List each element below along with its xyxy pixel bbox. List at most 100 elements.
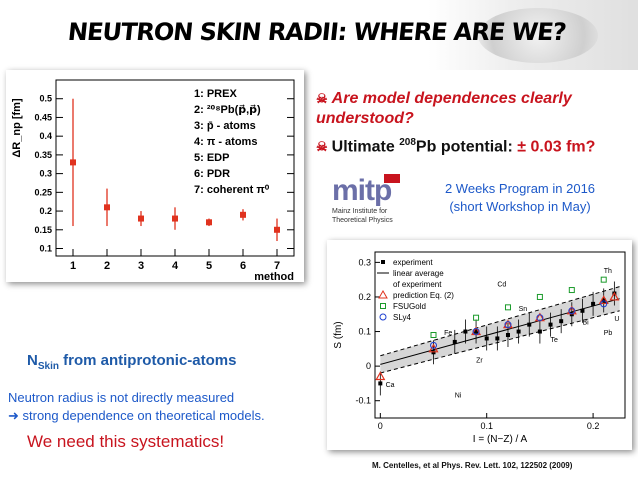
y-tick-label: 0.5	[39, 94, 52, 104]
y-tick-label: 0.1	[358, 327, 371, 337]
delta-rnp-chart-svg: 0.1 0.15 0.2 0.25 0.3 0.35 0.4 0.45 0.5 1 2 3 4 5 6 7me…	[11, 79, 295, 283]
program-line-2: (short Workshop in May)	[449, 199, 591, 214]
sly4-point	[430, 341, 438, 349]
legend-entry: SLy4	[393, 313, 411, 322]
skin-vs-asymmetry-chart: -0.1 0 0.1 0.2 0.3 0 0.1 0.2 I = (N−Z) / A S (fm)…	[327, 240, 632, 450]
nucleus-label: Sn	[519, 306, 528, 313]
legend-symbol-experiment	[381, 260, 385, 264]
mitp-logo: mitp Mainz Institute for Theoretical Phy…	[330, 168, 420, 228]
x-tick-label: 7	[274, 260, 280, 272]
nucleus-label: U	[614, 316, 619, 323]
skull-icon: ☠	[316, 139, 328, 155]
legend-entry: of experiment	[393, 280, 442, 289]
experiment-point	[505, 333, 510, 337]
legend-symbol-sly4	[379, 313, 387, 321]
legend-entry: 2: ²⁰⁸Pb(p⃗,p⃗)	[194, 104, 261, 116]
experiment-point	[495, 336, 500, 341]
prediction-point	[598, 295, 609, 305]
svg-text:Theoretical Physics: Theoretical Physics	[332, 217, 393, 224]
delta-rnp-chart: 0.1 0.15 0.2 0.25 0.3 0.35 0.4 0.45 0.5 1 2 3 4 5 6 7 me…	[6, 70, 304, 283]
x-tick-label: 4	[172, 260, 179, 272]
sly4-point	[536, 314, 544, 322]
legend-entry: prediction Eq. (2)	[393, 291, 454, 300]
nucleus-label: Bi	[582, 320, 589, 327]
mitp-logo-graphic: mitp Mainz Institute for Theoretical Phy…	[332, 174, 400, 224]
skin-vs-asymmetry-chart-svg: -0.1 0 0.1 0.2 0.3 0 0.1 0.2 I = (N−Z) / A S (fm)…	[333, 251, 626, 445]
sly4-point	[600, 300, 608, 308]
band-lower	[380, 310, 620, 374]
legend-entry: FSUGold	[393, 302, 426, 311]
legend-entry: 1: PREX	[194, 88, 237, 100]
ultimate-sup: 208	[399, 137, 416, 148]
legend-entry: 5: EDP	[194, 152, 229, 164]
x-tick-label: 0	[378, 421, 383, 431]
x-tick-label: 3	[138, 260, 144, 272]
x-axis-label: method	[254, 271, 294, 282]
sly4-point	[472, 328, 480, 336]
nucleus-label: Th	[604, 268, 612, 275]
legend-entry: linear average	[393, 269, 444, 278]
ultimate-value: ± 0.03 fm?	[517, 138, 596, 156]
nskin-sub: Skin	[37, 361, 59, 372]
sly4-point	[568, 307, 576, 315]
data-point	[206, 219, 212, 226]
y-tick-label: 0.45	[34, 112, 52, 122]
legend-entry: 7: coherent π⁰	[194, 184, 270, 196]
systematics-statement: We need this systematics!	[27, 432, 225, 451]
fsugold-point	[473, 314, 480, 321]
y-axis-label: ΔR_np [fm]	[11, 98, 23, 158]
y-tick-label: 0.1	[39, 244, 52, 254]
fsugold-point	[568, 287, 575, 294]
prediction-point	[609, 291, 620, 301]
data-point	[104, 204, 110, 211]
experiment-point	[527, 322, 532, 327]
legend-entry: experiment	[393, 258, 433, 267]
y-tick-label: 0.2	[39, 206, 52, 216]
legend-symbol-prediction	[378, 289, 388, 299]
x-tick-label: 5	[206, 260, 212, 272]
data-point	[240, 211, 246, 218]
y-tick-label: 0.3	[358, 257, 371, 267]
slide-title: NEUTRON SKIN RADII: WHERE ARE WE?	[66, 18, 567, 46]
plot-frame	[374, 251, 626, 419]
nskin-rest: from antiprotonic-atoms	[58, 352, 237, 369]
data-point	[274, 226, 280, 233]
fsugold-point	[504, 304, 511, 311]
svg-text:mitp: mitp	[332, 174, 392, 207]
x-tick-label: 1	[70, 260, 76, 272]
nucleus-label: Cd	[497, 282, 506, 289]
legend-symbol-fsugold	[380, 303, 386, 309]
x-axis-label: I = (N−Z) / A	[473, 434, 528, 445]
legend-entry: 6: PDR	[194, 168, 230, 180]
ultimate-prefix: Ultimate	[331, 138, 400, 156]
experiment-point	[580, 308, 585, 313]
background-flower-image	[478, 8, 598, 63]
data-point	[172, 215, 178, 222]
fsugold-point	[430, 332, 437, 338]
y-tick-label: 0	[366, 361, 371, 371]
y-tick-label: 0.15	[34, 225, 52, 235]
experiment-point	[463, 329, 468, 334]
experiment-point	[484, 336, 489, 341]
neutron-line-2: ➜ strong dependence on theoretical model…	[8, 408, 265, 423]
experiment-point	[559, 319, 564, 324]
y-tick-label: 0.3	[39, 169, 52, 179]
y-axis-label: S (fm)	[333, 321, 344, 348]
experiment-point	[591, 301, 596, 306]
x-tick-label: 0.1	[480, 421, 493, 431]
prediction-point	[428, 343, 439, 353]
y-tick-label: 0.4	[39, 131, 52, 141]
data-point	[138, 215, 144, 222]
nucleus-label: Fe	[444, 330, 452, 337]
y-tick-label: 0.35	[34, 150, 52, 160]
average-band	[380, 286, 620, 374]
y-tick-label: 0.25	[34, 187, 52, 197]
svg-text:Mainz Institute for: Mainz Institute for	[332, 208, 388, 215]
nucleus-label: Ca	[386, 382, 395, 389]
skull-icon: ☠	[316, 91, 328, 106]
nskin-n: N	[27, 352, 38, 369]
program-line-1: 2 Weeks Program in 2016	[444, 181, 596, 196]
experiment-point	[452, 339, 457, 344]
model-question: ☠ Are model dependences clearly understoo…	[316, 89, 638, 129]
reference-citation: M. Centelles, et al Phys. Rev. Lett. 102…	[372, 461, 573, 470]
